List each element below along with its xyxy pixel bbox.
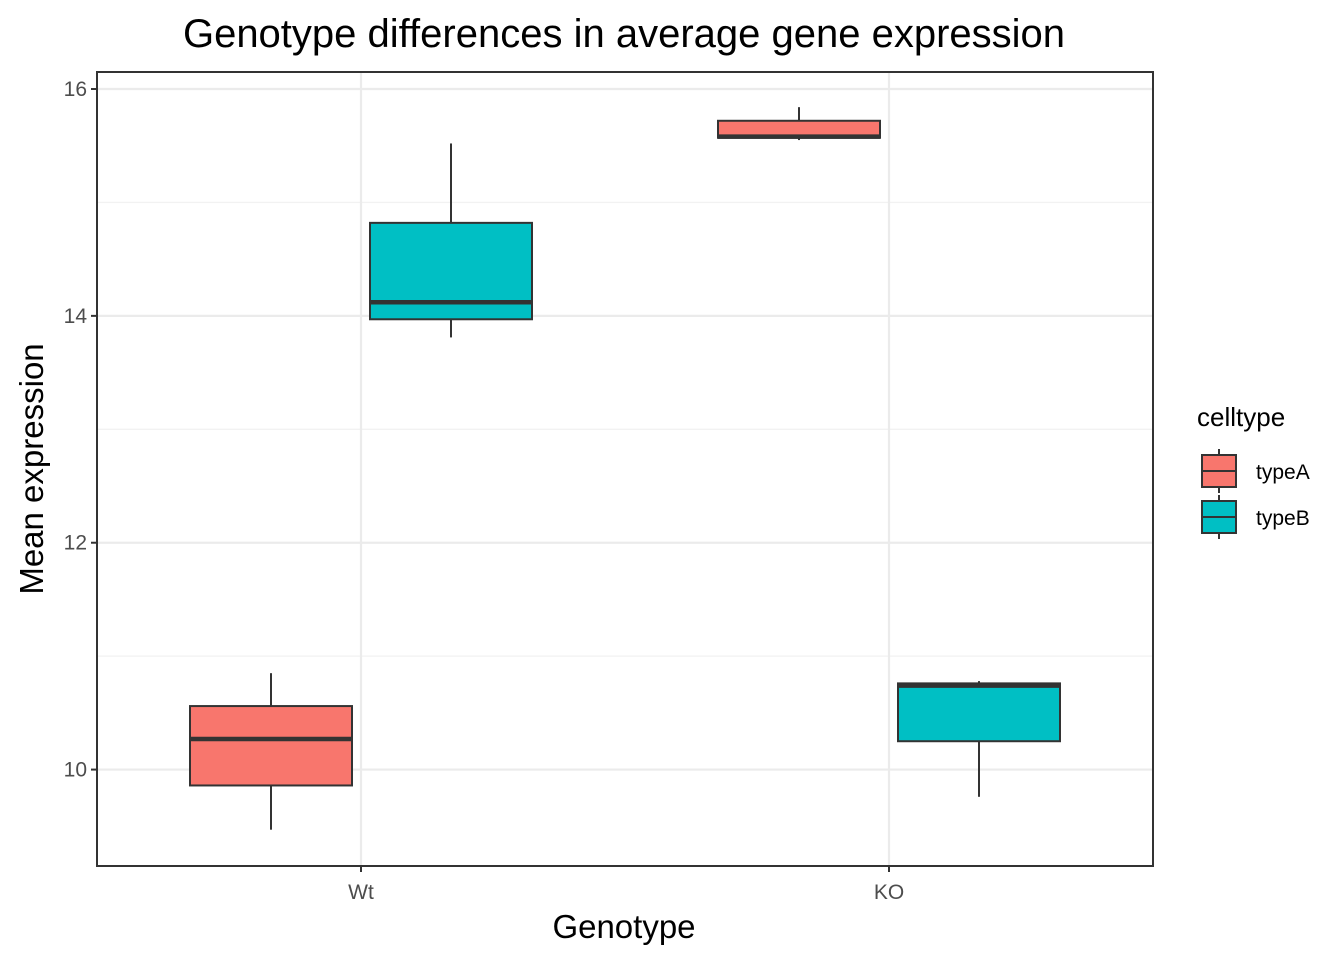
box-typeB-KO bbox=[897, 681, 1061, 797]
legend-label: typeA bbox=[1256, 461, 1310, 484]
y-axis-title: Mean expression bbox=[13, 343, 50, 594]
legend: celltype typeA typeB bbox=[1197, 402, 1310, 539]
iqr-box bbox=[189, 705, 353, 787]
panel-border bbox=[96, 71, 1154, 867]
iqr-box bbox=[369, 221, 533, 321]
x-axis-title: Genotype bbox=[552, 908, 695, 945]
box-typeA-KO bbox=[717, 107, 881, 141]
legend-item-typeA: typeA bbox=[1201, 449, 1310, 493]
y-tick-label: 16 bbox=[64, 78, 87, 101]
chart-title: Genotype differences in average gene exp… bbox=[183, 12, 1065, 56]
x-tick-label: Wt bbox=[348, 881, 374, 904]
axis-layer: 10 12 14 16 Wt KO bbox=[64, 78, 905, 904]
y-tick-label: 10 bbox=[64, 759, 87, 782]
box-layer bbox=[189, 107, 1061, 830]
iqr-box bbox=[897, 682, 1061, 743]
x-tick-label: KO bbox=[874, 881, 904, 904]
box-typeA-Wt bbox=[189, 673, 353, 830]
legend-title: celltype bbox=[1197, 402, 1285, 432]
box-typeB-Wt bbox=[369, 143, 533, 338]
y-tick-label: 14 bbox=[64, 305, 88, 328]
y-tick-label: 12 bbox=[64, 532, 87, 555]
legend-label: typeB bbox=[1256, 507, 1310, 530]
legend-item-typeB: typeB bbox=[1201, 495, 1310, 539]
